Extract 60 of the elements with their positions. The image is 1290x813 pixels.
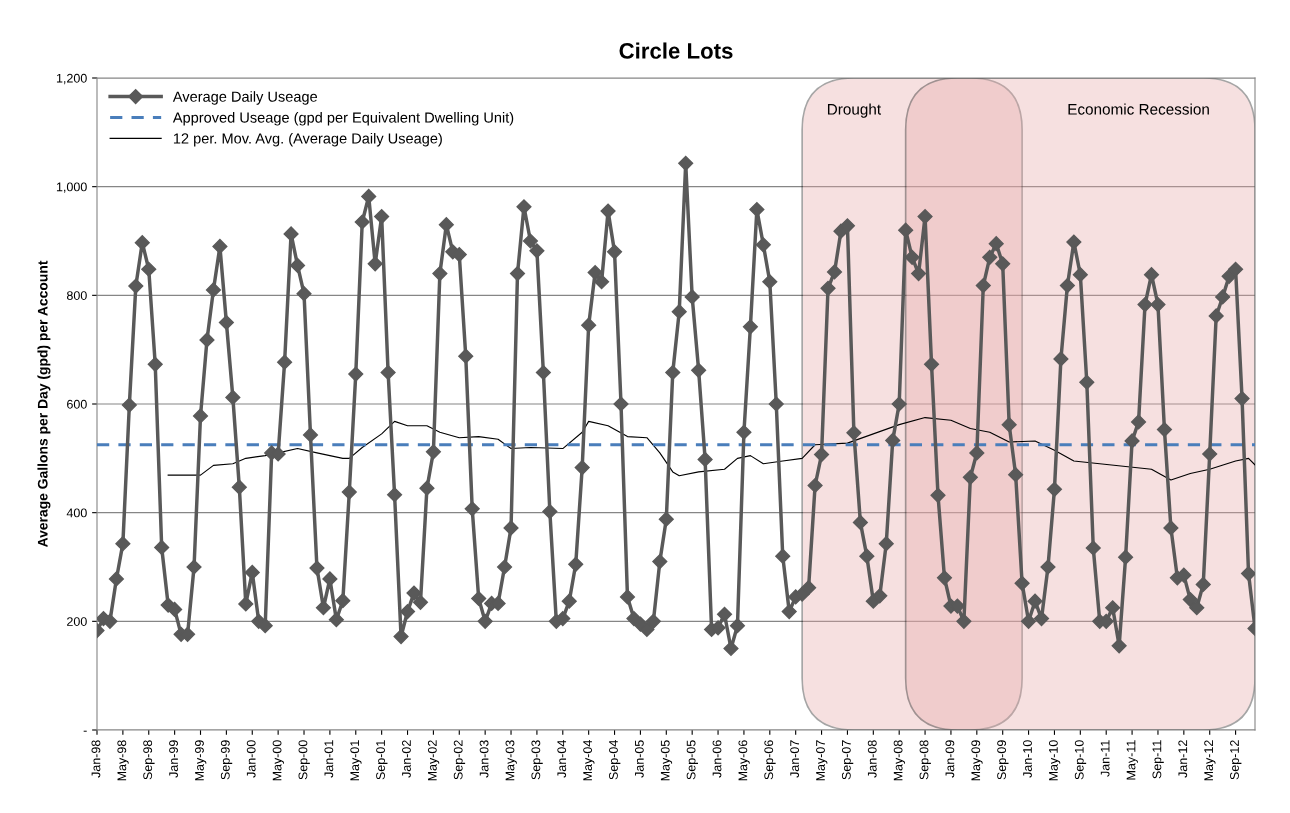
x-tick-label: Sep-08 [919, 740, 931, 780]
x-tick-label: Jan-04 [557, 740, 567, 778]
band-label: Economic Recession [1068, 103, 1209, 115]
x-tick-label: Sep-01 [376, 740, 388, 780]
x-tick-label: May-07 [816, 740, 828, 781]
legend-label: Approved Useage (gpd per Equivalent Dwelling Unit) [172, 112, 514, 126]
x-tick-label: May-04 [583, 740, 595, 781]
x-tick-label: Sep-03 [531, 740, 543, 780]
x-tick-label: May-10 [1048, 740, 1061, 781]
x-tick-label: Sep-07 [841, 740, 854, 780]
x-tick-label: Sep-09 [997, 740, 1009, 780]
y-tick-label: 600 [67, 399, 87, 409]
x-tick-label: May-03 [505, 740, 517, 781]
x-tick-label: Sep-06 [764, 740, 776, 780]
x-tick-label: Jan-05 [634, 740, 644, 778]
x-tick-label: Jan-12 [1178, 740, 1188, 778]
x-tick-label: May-06 [738, 740, 750, 781]
x-tick-label: Jan-06 [712, 740, 722, 778]
x-tick-label: May-99 [195, 740, 207, 781]
x-tick-label: Jan-02 [402, 740, 411, 778]
y-tick-label: 400 [66, 508, 87, 518]
legend-label: 12 per. Mov. Avg. (Average Daily Useage) [173, 132, 442, 147]
y-tick-label: 1,000 [56, 182, 87, 193]
chart-title: Circle Lots [619, 42, 733, 59]
x-tick-label: Jan-08 [867, 740, 877, 778]
x-tick-label: Sep-12 [1230, 740, 1242, 780]
y-tick-label: - [83, 730, 87, 732]
x-tick-label: May-02 [427, 740, 440, 781]
x-tick-label: Sep-04 [609, 740, 621, 780]
x-tick-label: Jan-10 [1023, 740, 1032, 778]
x-tick-label: May-11 [1126, 740, 1138, 780]
x-tick-label: Jan-00 [246, 740, 256, 778]
x-tick-label: Jan-03 [479, 740, 489, 778]
y-axis-title: Average Gallons per Day (gpd) per Account [37, 260, 51, 548]
x-tick-label: Sep-05 [686, 740, 698, 780]
x-tick-label: May-12 [1204, 740, 1216, 781]
x-tick-label: Jan-01 [324, 740, 334, 778]
x-tick-label: Jan-99 [169, 740, 178, 778]
x-tick-label: Sep-00 [298, 740, 310, 780]
x-tick-label: May-98 [117, 740, 129, 781]
x-tick-label: May-08 [893, 740, 906, 781]
x-tick-label: Jan-07 [790, 740, 800, 778]
x-tick-label: Sep-10 [1074, 740, 1087, 780]
y-tick-label: 1,200 [56, 73, 87, 85]
x-tick-label: Jan-98 [91, 740, 101, 778]
line-series [167, 417, 1255, 481]
x-tick-label: May-00 [272, 740, 284, 781]
y-tick-label: 800 [66, 291, 87, 300]
x-tick-label: May-01 [350, 740, 362, 781]
x-tick-label: May-05 [660, 740, 673, 781]
y-tick-label: 200 [67, 617, 87, 626]
x-tick-label: Sep-02 [453, 740, 466, 780]
x-tick-label: Sep-98 [143, 740, 155, 780]
band-label: Drought [827, 103, 881, 118]
x-tick-label: Jan-11 [1100, 740, 1110, 777]
x-tick-label: Jan-09 [945, 740, 955, 778]
x-tick-label: Sep-11 [1152, 740, 1164, 779]
x-tick-label: Sep-99 [220, 740, 233, 780]
legend-label: Average Daily Useage [172, 91, 318, 105]
x-tick-label: May-09 [971, 740, 983, 781]
